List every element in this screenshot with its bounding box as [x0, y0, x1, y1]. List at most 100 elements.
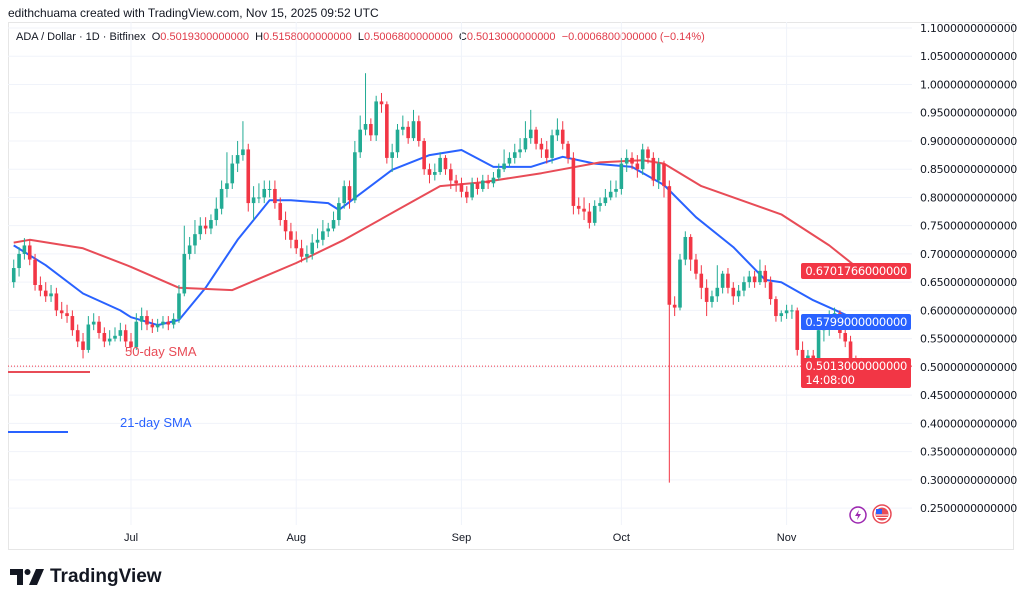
- candle: [592, 200, 597, 226]
- price-axis: 1.1000000000000 1.0500000000000 1.00000000…: [920, 22, 1018, 515]
- candle: [539, 138, 544, 158]
- tradingview-logo[interactable]: TradingView: [10, 566, 162, 588]
- candle: [699, 265, 704, 300]
- candle-body: [512, 152, 517, 158]
- candle-body: [502, 163, 506, 170]
- low-value: 0.5006800000000: [364, 31, 453, 43]
- candle-body: [560, 129, 565, 144]
- candle: [155, 318, 160, 332]
- candle-body: [470, 183, 474, 198]
- sma21-line: [13, 149, 862, 327]
- candle-body: [422, 140, 426, 170]
- candle: [646, 146, 650, 164]
- candle: [784, 304, 789, 319]
- candle: [438, 152, 442, 175]
- candle: [283, 211, 288, 240]
- candle: [790, 304, 794, 319]
- candle-body: [742, 282, 746, 291]
- candle: [566, 140, 570, 164]
- time-tick-label: Nov: [777, 532, 797, 544]
- candle: [411, 109, 416, 141]
- candle: [251, 186, 256, 221]
- time-tick-label: Aug: [286, 532, 306, 544]
- candle: [587, 203, 592, 229]
- open-value: 0.5019300000000: [160, 31, 249, 43]
- close-value: 0.5013000000000: [466, 31, 556, 43]
- candle-body: [374, 101, 378, 136]
- candle-body: [273, 188, 277, 204]
- candle: [406, 121, 410, 144]
- candle-body: [395, 129, 400, 153]
- candle: [198, 217, 203, 240]
- candle-body: [603, 197, 608, 204]
- candle-body: [257, 197, 261, 199]
- candle: [608, 180, 613, 201]
- candle-body: [283, 220, 288, 232]
- candle: [491, 172, 496, 188]
- candle-body: [33, 259, 37, 285]
- candle: [11, 259, 16, 288]
- candle-body: [198, 225, 203, 235]
- candle-body: [177, 293, 181, 319]
- candle: [134, 313, 139, 350]
- candle: [417, 115, 421, 147]
- candle: [736, 284, 741, 302]
- candle: [54, 287, 59, 317]
- candle-body: [22, 245, 27, 254]
- candle-body: [480, 180, 485, 189]
- candle-body: [321, 231, 325, 240]
- candle: [347, 180, 352, 209]
- candle-body: [459, 183, 464, 192]
- us-economic-event-icon[interactable]: [872, 504, 892, 524]
- candle-body: [699, 273, 704, 288]
- price-tick-label: 0.2500000000000: [920, 502, 1017, 515]
- price-tick-label: 0.3000000000000: [920, 474, 1017, 487]
- candle: [331, 211, 336, 232]
- candle-body: [161, 321, 165, 325]
- candle: [528, 109, 533, 144]
- candle: [187, 236, 192, 260]
- candle: [779, 310, 784, 322]
- candle: [267, 180, 272, 198]
- candle-body: [86, 324, 91, 350]
- candle-body: [38, 284, 43, 291]
- candle: [43, 282, 48, 302]
- candle: [91, 313, 96, 331]
- candle: [81, 332, 85, 359]
- candle-body: [385, 104, 389, 158]
- candle-body: [310, 242, 315, 254]
- candle: [107, 330, 112, 346]
- candle-body: [683, 236, 688, 260]
- candle-body: [262, 188, 267, 198]
- candle-body: [800, 349, 805, 365]
- events-icon[interactable]: [849, 506, 867, 524]
- candle: [758, 259, 762, 285]
- candle: [59, 301, 64, 319]
- sma50-annotation: 50-day SMA: [125, 344, 197, 359]
- candle: [464, 186, 469, 204]
- candle-body: [54, 293, 59, 311]
- candle: [102, 327, 107, 348]
- price-tick-label: 0.5000000000000: [920, 361, 1017, 374]
- time-tick-label: Sep: [452, 532, 472, 544]
- candle: [502, 149, 506, 173]
- candle-body: [528, 129, 533, 139]
- symbol-label[interactable]: ADA / Dollar · 1D · Bitfinex: [16, 31, 146, 43]
- candle: [555, 118, 560, 141]
- candle: [459, 177, 464, 198]
- candle: [630, 152, 634, 170]
- candle-body: [635, 163, 640, 170]
- candle-body: [358, 129, 362, 153]
- candle-body: [688, 236, 693, 260]
- candle: [241, 121, 245, 161]
- candle: [571, 152, 576, 215]
- candle-body: [267, 188, 272, 190]
- candle: [235, 140, 240, 173]
- candle: [326, 222, 331, 237]
- candle-body: [571, 157, 576, 206]
- candle-body: [369, 124, 373, 136]
- candle: [470, 177, 474, 201]
- candle: [512, 143, 517, 164]
- candle: [209, 214, 213, 235]
